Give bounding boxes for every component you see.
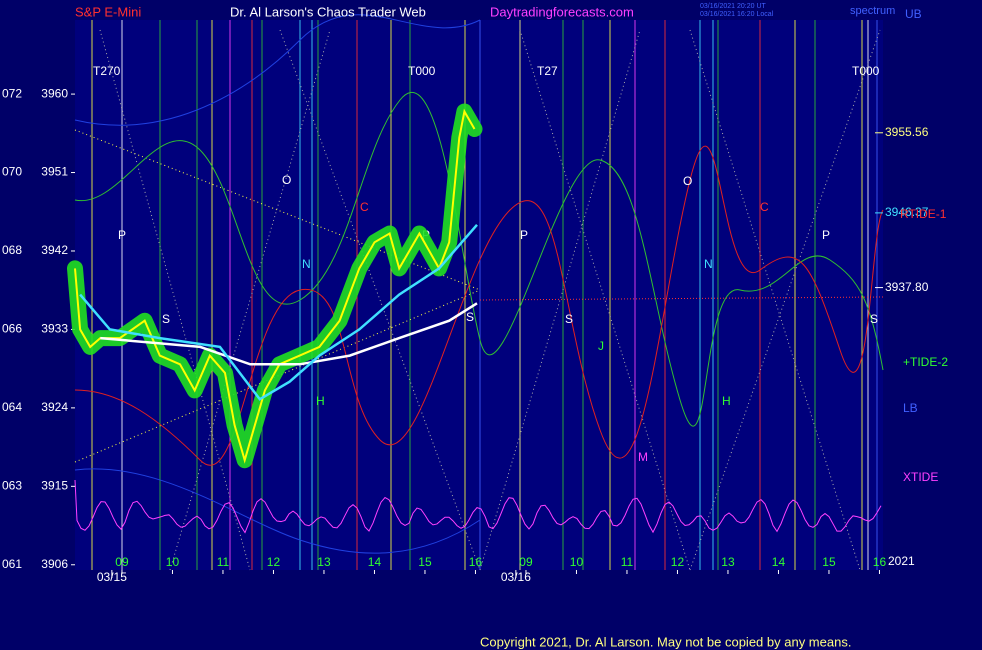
time-ut: 03/16/2021 20:20 UT <box>700 3 766 10</box>
copyright: Copyright 2021, Dr. Al Larson. May not b… <box>480 634 851 649</box>
x-tick-label: 09 <box>519 555 533 569</box>
y-tick-alt-label: 064 <box>2 400 22 414</box>
indicator-label: UB <box>905 7 922 21</box>
x-tick-label: 14 <box>368 555 382 569</box>
level-label: 3955.56 <box>885 125 929 139</box>
annotation: S <box>466 310 474 324</box>
y-tick-label: 3933 <box>41 322 68 336</box>
red-dotted <box>479 296 884 301</box>
y-tick-label: 3960 <box>41 86 68 100</box>
y-tick-alt-label: 063 <box>2 478 22 492</box>
x-tick-label: 14 <box>772 555 786 569</box>
y-tick-label: 3951 <box>41 165 68 179</box>
annotation: C <box>760 200 769 214</box>
y-tick-alt-label: 061 <box>2 557 22 571</box>
x-tick-label: 15 <box>418 555 432 569</box>
dotted-line <box>99 29 251 571</box>
annotation: O <box>683 174 692 188</box>
x-tick-label: 12 <box>267 555 281 569</box>
year: 2021 <box>888 554 915 568</box>
time-local: 03/16/2021 16:20 Local <box>700 11 774 18</box>
spectrum: spectrum <box>850 5 895 17</box>
x-tick-label: 13 <box>317 555 331 569</box>
y-tick-label: 3924 <box>41 400 68 414</box>
annotation: H <box>722 394 731 408</box>
annotation: T000 <box>852 64 880 78</box>
x-tick-label: 11 <box>621 555 634 569</box>
level-label: 3937.80 <box>885 280 929 294</box>
annotation: S <box>162 312 170 326</box>
site: Daytradingforecasts.com <box>490 4 634 19</box>
annotation: J <box>598 339 604 353</box>
x-tick-label: 13 <box>721 555 735 569</box>
annotation: H <box>316 394 325 408</box>
x-tick-label: 12 <box>671 555 685 569</box>
y-tick-alt-label: 072 <box>2 86 22 100</box>
y-tick-alt-label: 066 <box>2 322 22 336</box>
x-tick-label: 15 <box>822 555 836 569</box>
annotation: T270 <box>93 64 121 78</box>
x-tick-label: 09 <box>115 555 129 569</box>
y-tick-label: 3906 <box>41 557 68 571</box>
y-tick-alt-label: 070 <box>2 165 22 179</box>
x-tick-label: 11 <box>217 555 230 569</box>
annotation: M <box>638 450 648 464</box>
annotation: O <box>282 173 291 187</box>
indicator-label: +TIDE-2 <box>903 355 948 369</box>
annotation: S <box>870 312 878 326</box>
annotation: P <box>520 228 528 242</box>
annotation: T27 <box>537 64 558 78</box>
x-tick-label: 16 <box>469 555 483 569</box>
series-line <box>74 108 476 464</box>
x-tick-label: 10 <box>166 555 180 569</box>
decorations <box>74 14 884 571</box>
annotation: N <box>302 257 311 271</box>
annotation: C <box>360 200 369 214</box>
annotation: N <box>704 257 713 271</box>
rtide-curve <box>74 145 884 466</box>
chart-title: Dr. Al Larson's Chaos Trader Web <box>230 4 426 19</box>
dotted-line <box>74 129 481 291</box>
band-curve <box>74 14 481 554</box>
y-tick-label: 3915 <box>41 478 68 492</box>
annotation: P <box>822 228 830 242</box>
indicator-label: LB <box>903 401 918 415</box>
indicator-label: XTIDE <box>903 470 938 484</box>
y-tick-alt-label: 068 <box>2 243 22 257</box>
xtide-curve <box>74 479 882 534</box>
tide-curve <box>74 91 884 427</box>
level-label: 3946.37 <box>885 205 929 219</box>
x-tick-label: 10 <box>570 555 584 569</box>
symbol: S&P E-Mini <box>75 4 141 19</box>
y-tick-label: 3942 <box>41 243 68 257</box>
annotation: T000 <box>408 64 436 78</box>
annotation: P <box>118 228 126 242</box>
series-line <box>79 223 478 401</box>
series-line <box>100 302 478 366</box>
plot-area <box>75 20 883 570</box>
annotation: S <box>565 312 573 326</box>
x-tick-label: 16 <box>873 555 887 569</box>
indicator-label: RTIDE-1 <box>900 207 947 221</box>
